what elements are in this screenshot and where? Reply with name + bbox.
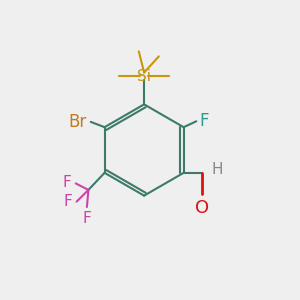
Text: F: F [200,112,209,130]
Text: F: F [63,175,71,190]
Text: Br: Br [68,113,86,131]
Text: Si: Si [137,69,151,84]
Text: H: H [211,162,223,177]
Text: O: O [195,199,209,217]
Text: F: F [63,194,72,209]
Text: F: F [82,211,91,226]
